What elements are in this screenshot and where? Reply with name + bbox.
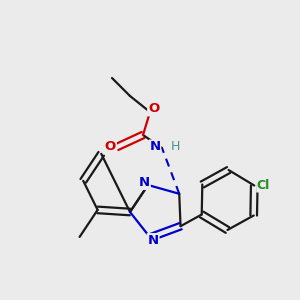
Text: Cl: Cl [257, 179, 270, 192]
Text: H: H [171, 140, 180, 153]
Text: N: N [139, 176, 150, 189]
Text: O: O [105, 140, 116, 154]
Text: N: N [148, 234, 159, 247]
Text: O: O [148, 103, 159, 116]
Text: N: N [149, 140, 161, 153]
